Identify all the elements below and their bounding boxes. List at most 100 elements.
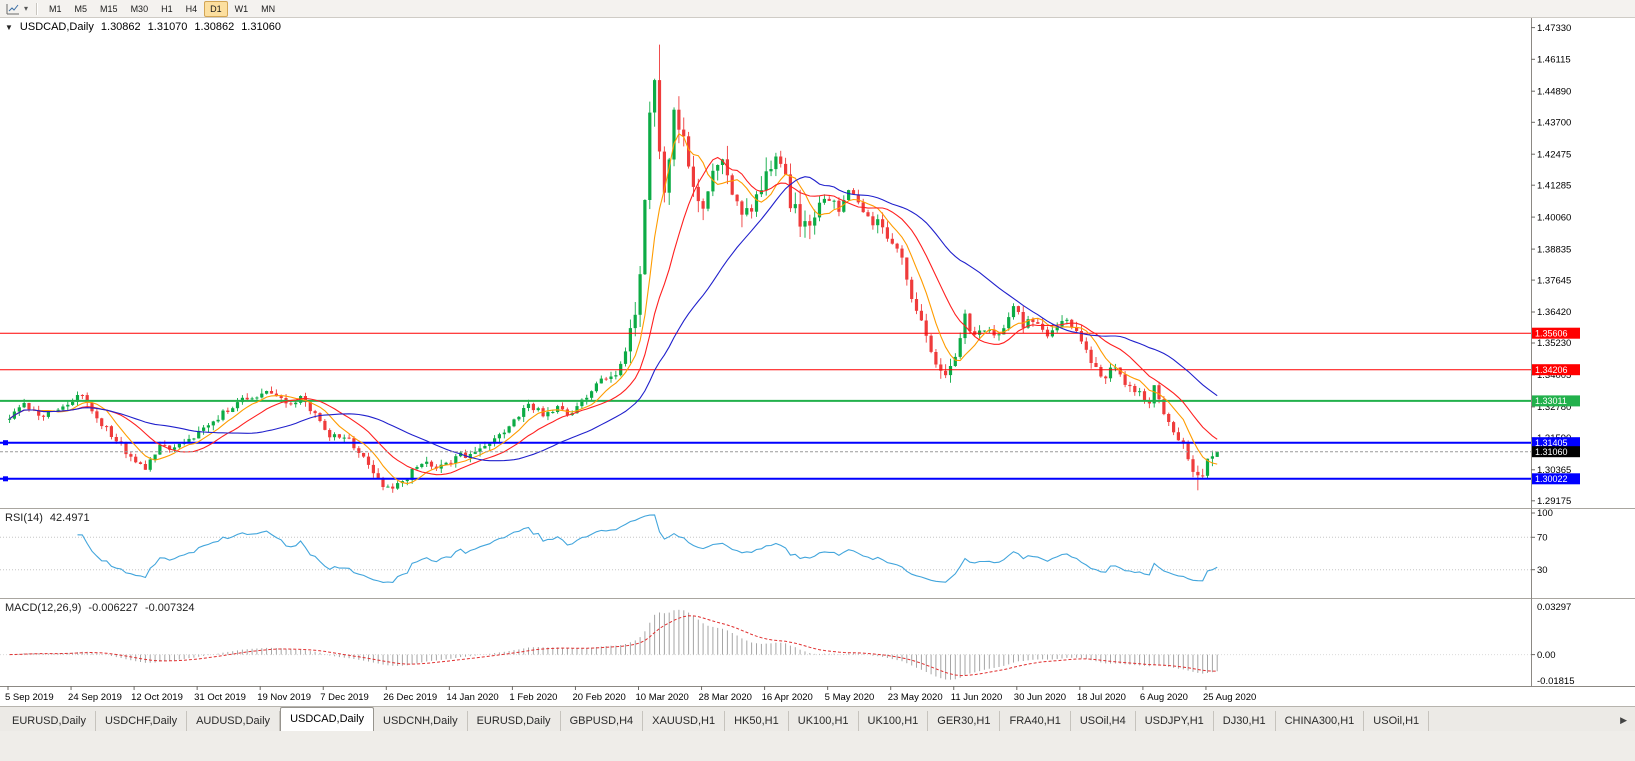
price-badge — [1532, 446, 1580, 458]
pane-separators — [0, 18, 1635, 687]
svg-text:1.31060: 1.31060 — [1535, 447, 1568, 457]
chart-area: 1.47330 1.46115 1.44890 1.43700 1.42475 1.412… — [0, 18, 1635, 706]
chart-tab-6-gbpusd-h4[interactable]: GBPUSD,H4 — [561, 711, 644, 731]
chart-tabs-bar: EURUSD,Daily USDCHF,Daily AUDUSD,Daily USDC… — [0, 706, 1635, 731]
chart-symbol-label: USDCAD,Daily — [19, 21, 94, 33]
price-badge — [1532, 327, 1580, 339]
svg-text:1.44890: 1.44890 — [1537, 86, 1571, 97]
ma-medium-red-line — [9, 156, 1218, 476]
svg-text:1.34005: 1.34005 — [1537, 370, 1571, 381]
svg-text:30: 30 — [1537, 565, 1548, 576]
price-badge — [1532, 395, 1580, 407]
chart-tab-12-fra40-h1[interactable]: FRA40,H1 — [1000, 711, 1071, 731]
svg-text:1.40060: 1.40060 — [1537, 212, 1571, 223]
chart-tab-15-dj30-h1[interactable]: DJ30,H1 — [1214, 711, 1276, 731]
timeframe-mn-button[interactable]: MN — [261, 3, 276, 14]
macd-name: MACD(12,26,9) — [5, 602, 82, 614]
chart-tab-1-usdchf-daily[interactable]: USDCHF,Daily — [96, 711, 188, 731]
rsi-pane[interactable] — [0, 514, 1531, 583]
svg-text:70: 70 — [1537, 533, 1548, 544]
svg-text:25 Aug 2020: 25 Aug 2020 — [1203, 692, 1256, 703]
axis-layer: 1.47330 1.46115 1.44890 1.43700 1.42475 1.412… — [5, 23, 1580, 703]
macd-indicator-label: MACD(12,26,9) -0.006227 -0.007324 — [5, 602, 195, 614]
price-pane[interactable] — [0, 44, 1531, 493]
chart-tab-2-audusd-daily[interactable]: AUDUSD,Daily — [187, 711, 281, 731]
chart-tab-13-usoil-h4[interactable]: USOil,H4 — [1071, 711, 1136, 731]
mini-chart-glyph — [6, 3, 19, 14]
window-bottom-strip — [0, 731, 1635, 761]
timeframe-d1-button[interactable]: D1 — [204, 0, 228, 17]
ohlc-low-value: 1.30862 — [194, 21, 235, 33]
chart-tab-11-ger30-h1[interactable]: GER30,H1 — [928, 711, 1001, 731]
svg-text:1.46115: 1.46115 — [1537, 55, 1571, 66]
svg-text:16 Apr 2020: 16 Apr 2020 — [762, 692, 813, 703]
svg-text:1.43700: 1.43700 — [1537, 117, 1571, 128]
timeframe-m15-button[interactable]: M15 — [100, 3, 118, 14]
charts-toolbar-icon[interactable] — [4, 3, 22, 15]
svg-text:31 Oct 2019: 31 Oct 2019 — [194, 692, 246, 703]
svg-text:1.30365: 1.30365 — [1537, 465, 1571, 476]
macd-signal-line — [9, 615, 1218, 677]
ohlc-open-value: 1.30862 — [100, 21, 141, 33]
chart-ohlc-header: ▼ USDCAD,Daily 1.30862 1.31070 1.30862 1… — [5, 21, 281, 33]
macd-pane[interactable] — [0, 609, 1531, 680]
chart-tab-0-eurusd-daily[interactable]: EURUSD,Daily — [3, 711, 96, 731]
tabs-scroll-right-button[interactable]: ▶ — [1620, 715, 1627, 725]
timeframes-toolbar: ▾ M1 M5 M15 M30 H1 H4 D1 W1 MN — [0, 0, 1635, 18]
chart-canvas[interactable]: 1.47330 1.46115 1.44890 1.43700 1.42475 1.412… — [0, 18, 1635, 706]
chart-tabs: EURUSD,Daily USDCHF,Daily AUDUSD,Daily USDC… — [3, 707, 1430, 731]
svg-text:1.41285: 1.41285 — [1537, 180, 1571, 191]
svg-text:1.34206: 1.34206 — [1535, 365, 1568, 375]
price-badge — [1532, 364, 1580, 376]
svg-text:1 Feb 2020: 1 Feb 2020 — [509, 692, 557, 703]
timeframe-m30-button[interactable]: M30 — [130, 3, 149, 14]
price-badge — [1532, 437, 1580, 449]
chart-tab-17-usoil-h1[interactable]: USOil,H1 — [1364, 711, 1430, 731]
svg-text:0.03297: 0.03297 — [1537, 602, 1571, 613]
timeframe-h4-button[interactable]: H4 — [185, 3, 198, 14]
one-click-collapse-arrow-icon[interactable]: ▼ — [5, 22, 13, 32]
svg-text:1.32780: 1.32780 — [1537, 402, 1571, 413]
svg-text:0.00: 0.00 — [1537, 650, 1556, 661]
chart-tab-3-usdcad-daily[interactable]: USDCAD,Daily — [280, 707, 375, 731]
svg-text:12 Oct 2019: 12 Oct 2019 — [131, 692, 183, 703]
chart-tab-10-uk100-h1[interactable]: UK100,H1 — [859, 711, 929, 731]
chart-tab-14-usdjpy-h1[interactable]: USDJPY,H1 — [1136, 711, 1214, 731]
rsi-line — [77, 514, 1218, 583]
svg-text:24 Sep 2019: 24 Sep 2019 — [68, 692, 122, 703]
line-drag-handle[interactable] — [3, 476, 8, 482]
rsi-value: 42.4971 — [49, 512, 90, 524]
svg-text:1.42475: 1.42475 — [1537, 149, 1571, 160]
svg-text:23 May 2020: 23 May 2020 — [888, 692, 943, 703]
timeframe-m5-button[interactable]: M5 — [74, 3, 88, 14]
svg-text:1.35606: 1.35606 — [1535, 329, 1568, 339]
svg-text:20 Feb 2020: 20 Feb 2020 — [572, 692, 625, 703]
line-drag-handle[interactable] — [3, 440, 8, 446]
svg-text:19 Nov 2019: 19 Nov 2019 — [257, 692, 311, 703]
timeframe-m1-button[interactable]: M1 — [49, 3, 62, 14]
timeframe-h1-button[interactable]: H1 — [161, 3, 173, 14]
chart-tab-16-china300-h1[interactable]: CHINA300,H1 — [1276, 711, 1365, 731]
svg-text:1.38835: 1.38835 — [1537, 244, 1571, 255]
macd-signal-value: -0.007324 — [144, 602, 195, 614]
chart-tab-8-hk50-h1[interactable]: HK50,H1 — [725, 711, 789, 731]
ma-fast-orange-line — [9, 132, 1218, 485]
timeframe-w1-button[interactable]: W1 — [234, 3, 249, 14]
chart-tab-9-uk100-h1[interactable]: UK100,H1 — [789, 711, 859, 731]
svg-text:-0.01815: -0.01815 — [1537, 676, 1575, 687]
svg-text:7 Dec 2019: 7 Dec 2019 — [320, 692, 369, 703]
rsi-indicator-label: RSI(14) 42.4971 — [5, 512, 90, 524]
chart-tab-5-eurusd-daily[interactable]: EURUSD,Daily — [468, 711, 561, 731]
svg-text:26 Dec 2019: 26 Dec 2019 — [383, 692, 437, 703]
chart-tab-7-xauusd-h1[interactable]: XAUUSD,H1 — [643, 711, 726, 731]
svg-text:30 Jun 2020: 30 Jun 2020 — [1014, 692, 1066, 703]
chart-tab-4-usdcnh-daily[interactable]: USDCNH,Daily — [374, 711, 468, 731]
rsi-name: RSI(14) — [5, 512, 43, 524]
ohlc-close-value: 1.31060 — [241, 21, 281, 33]
svg-text:11 Jun 2020: 11 Jun 2020 — [951, 692, 1003, 703]
toolbar-dropdown-icon[interactable]: ▾ — [24, 4, 29, 13]
timeframe-buttons-group: M1 M5 M15 M30 H1 H4 D1 W1 MN — [43, 0, 281, 17]
svg-text:100: 100 — [1537, 508, 1553, 519]
svg-text:1.47330: 1.47330 — [1537, 23, 1571, 34]
